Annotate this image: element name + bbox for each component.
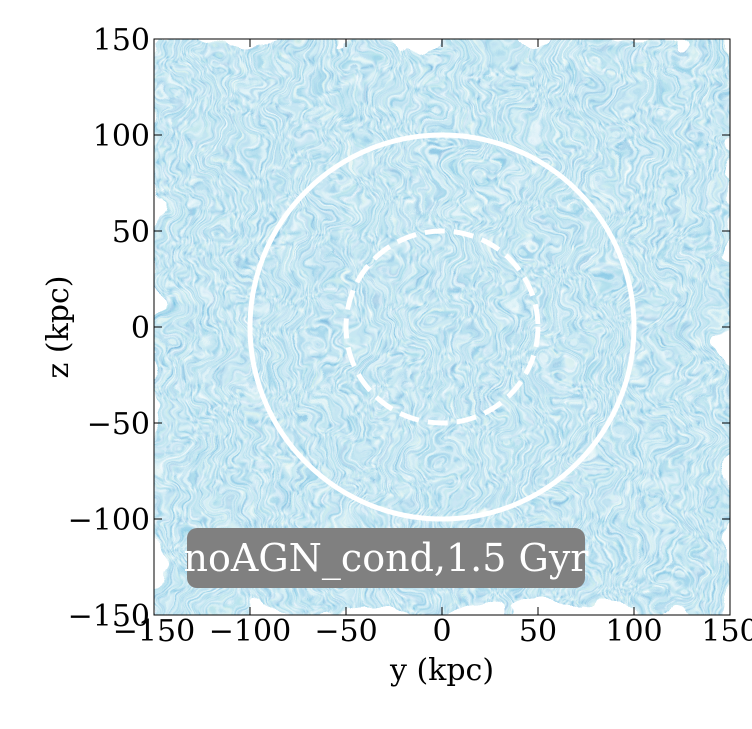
y-tick-label: 100 — [93, 119, 150, 154]
x-tick-label: −150 — [113, 614, 195, 649]
y-tick-label: 0 — [131, 311, 150, 346]
annotation-text: noAGN_cond,1.5 Gyr — [184, 536, 590, 581]
x-tick-label: 0 — [432, 614, 451, 649]
circles-layer — [247, 132, 637, 522]
circle-50kpc-dashed — [343, 228, 541, 426]
x-tick-label: 100 — [605, 614, 662, 649]
x-tick-label: 50 — [519, 614, 557, 649]
circle-100kpc-solid — [247, 132, 637, 522]
ticks-layer: −150 −100 −50 0 50 100 150 −150 −100 −50 0 50 100 150 — [68, 23, 752, 649]
annotation-box: noAGN_cond,1.5 Gyr — [184, 528, 590, 588]
x-tick-label: 150 — [701, 614, 752, 649]
y-tick-label: −100 — [68, 503, 150, 538]
x-tick-label: −100 — [209, 614, 291, 649]
x-axis-label: y (kpc) — [389, 653, 494, 688]
y-tick-label: 150 — [93, 23, 150, 58]
y-tick-label: −150 — [68, 599, 150, 634]
annotation-background — [187, 528, 585, 588]
x-tick-label: −50 — [314, 614, 377, 649]
y-axis-label: z (kpc) — [41, 276, 76, 379]
y-tick-label: 50 — [112, 215, 150, 250]
y-tick-label: −50 — [87, 407, 150, 442]
